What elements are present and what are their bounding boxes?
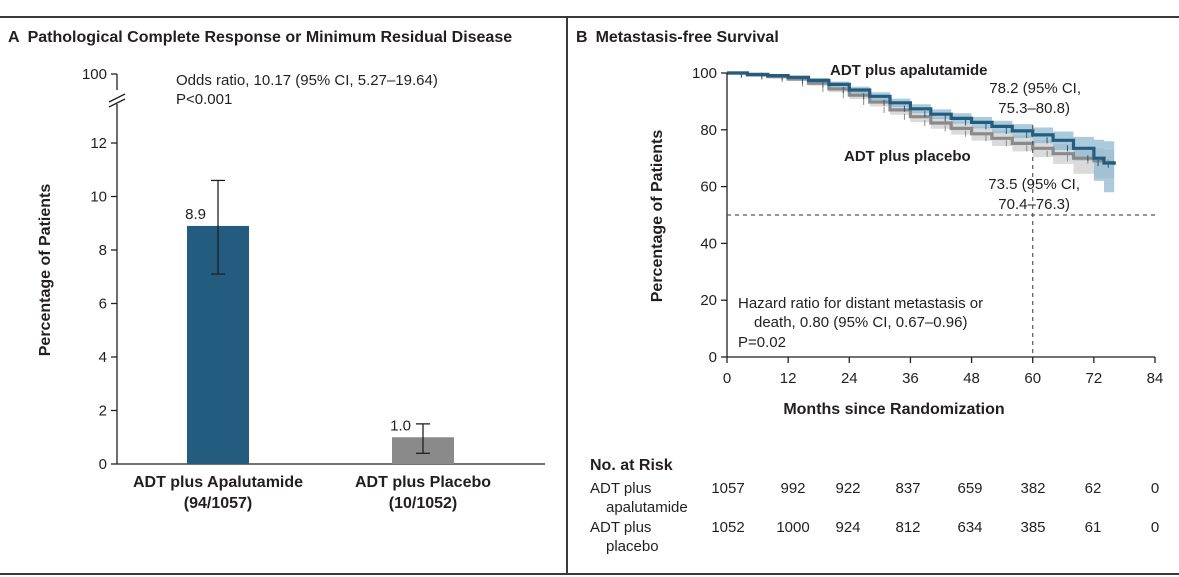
risk-count-cell: 922 <box>835 480 860 497</box>
risk-count-cell: 0 <box>1151 480 1159 497</box>
risk-count-cell: 0 <box>1151 519 1159 536</box>
ci-bands <box>727 73 1115 193</box>
risk-table-header: No. at Risk <box>590 457 673 474</box>
bar-value-label: 1.0 <box>390 417 411 434</box>
panel-a-y-tick-label: 8 <box>99 242 107 259</box>
panel-a-y-tick-label: 6 <box>99 296 107 313</box>
bottom-rule <box>0 573 1179 575</box>
risk-count-cell: 1052 <box>711 519 744 536</box>
risk-row-2-label-line2: placebo <box>606 538 659 555</box>
risk-row-1-label-line2: apalutamide <box>606 499 688 516</box>
panel-b-x-tick-label: 72 <box>1086 370 1103 387</box>
apalutamide-estimate-line2: 75.3–80.8) <box>998 100 1070 117</box>
placebo-estimate-line1: 73.5 (95% CI, <box>988 176 1080 193</box>
ci-band-placebo <box>727 73 1115 179</box>
hazard-ratio-line1: Hazard ratio for distant metastasis or <box>738 295 983 312</box>
panel-b-title: B Metastasis-free Survival <box>576 29 779 47</box>
odds-ratio-text: Odds ratio, 10.17 (95% CI, 5.27–19.64) <box>176 72 438 89</box>
top-rule <box>0 16 1179 18</box>
survival-line-placebo <box>727 71 1115 165</box>
panel-b-x-tick-label: 60 <box>1024 370 1041 387</box>
risk-count-cell: 634 <box>957 519 982 536</box>
category-label: ADT plus Apalutamide <box>133 474 303 491</box>
panel-b-x-tick-label: 48 <box>963 370 980 387</box>
category-count: (94/1057) <box>184 495 253 512</box>
panel-b-y-tick-label: 100 <box>692 65 717 82</box>
risk-count-cell: 62 <box>1085 480 1102 497</box>
panel-b-x-tick-label: 84 <box>1147 370 1164 387</box>
panel-b-y-tick-label: 0 <box>709 349 717 366</box>
panel-b-x-tick-label: 36 <box>902 370 919 387</box>
panel-a-bar-chart: Percentage of Patients 0 2 4 6 8 10 12 100 8.9 1… <box>37 66 545 512</box>
risk-count-cell: 992 <box>780 480 805 497</box>
panel-b-y-tick-label: 40 <box>700 235 717 252</box>
panel-a-category-labels: ADT plus Apalutamide (94/1057) ADT plus Pl… <box>133 474 491 512</box>
category-count: (10/1052) <box>389 495 458 512</box>
placebo-curve-label: ADT plus placebo <box>844 148 971 165</box>
risk-count-cell: 659 <box>957 480 982 497</box>
category-label: ADT plus Placebo <box>355 474 491 491</box>
risk-table-values: 1057 992 922 837 659 382 62 0 1052 1000 924 812 634 3… <box>711 480 1159 536</box>
panel-b-x-axis-label: Months since Randomization <box>783 401 1004 418</box>
apalutamide-estimate-line1: 78.2 (95% CI, <box>989 80 1081 97</box>
panel-b-letter: B <box>576 29 588 46</box>
panel-a-axes: 0 2 4 6 8 10 12 100 <box>82 66 545 473</box>
panel-b-x-tick-label: 24 <box>841 370 858 387</box>
panel-a-title: A Pathological Complete Response or Minim… <box>8 29 512 47</box>
panel-a-letter: A <box>8 29 20 46</box>
panel-b-y-tick-label: 80 <box>700 122 717 139</box>
panel-b-x-tick-label: 0 <box>723 370 731 387</box>
odds-ratio-p-value: P<0.001 <box>176 91 232 108</box>
risk-count-cell: 1000 <box>776 519 809 536</box>
risk-count-cell: 837 <box>895 480 920 497</box>
ci-band-apalutamide <box>727 73 1115 193</box>
panel-a-title-text: Pathological Complete Response or Minimu… <box>27 29 513 46</box>
panel-b-axes: 0 20 40 60 80 100 0 12 24 36 48 60 72 84 <box>692 65 1163 387</box>
panel-a-y-tick-label: 12 <box>90 135 107 152</box>
risk-count-cell: 812 <box>895 519 920 536</box>
panel-a-y-tick-label: 10 <box>90 189 107 206</box>
panel-a-y-tick-label: 2 <box>99 403 107 420</box>
hazard-ratio-line2: death, 0.80 (95% CI, 0.67–0.96) <box>754 314 967 331</box>
placebo-estimate-line2: 70.4–76.3) <box>998 196 1070 213</box>
panel-a-y-axis-label: Percentage of Patients <box>37 184 54 357</box>
risk-row-1-label-line1: ADT plus <box>590 480 651 497</box>
panel-divider <box>566 18 568 573</box>
panel-b-y-tick-label: 60 <box>700 179 717 196</box>
hazard-ratio-p-value: P=0.02 <box>738 334 786 351</box>
axis-break-mark <box>108 93 126 103</box>
risk-count-cell: 385 <box>1020 519 1045 536</box>
panel-b-title-text: Metastasis-free Survival <box>595 29 779 46</box>
axis-break-mark <box>108 98 126 108</box>
survival-curves <box>727 71 1116 168</box>
panel-b-x-tick-label: 12 <box>780 370 797 387</box>
risk-count-cell: 924 <box>835 519 860 536</box>
risk-count-cell: 1057 <box>711 480 744 497</box>
panel-a-y-tick-label: 4 <box>99 349 107 366</box>
panel-b-y-tick-label: 20 <box>700 292 717 309</box>
risk-count-cell: 382 <box>1020 480 1045 497</box>
bar-value-label: 8.9 <box>185 206 206 223</box>
survival-line-apalutamide <box>727 71 1116 165</box>
risk-count-cell: 61 <box>1085 519 1102 536</box>
panel-a-bars: 8.9 1.0 <box>185 179 454 464</box>
risk-row-2-label-line1: ADT plus <box>590 519 651 536</box>
panel-a-y-tick-label-top: 100 <box>82 66 107 83</box>
panel-b-y-axis-label: Percentage of Patients <box>649 130 666 303</box>
apalutamide-curve-label: ADT plus apalutamide <box>830 62 988 79</box>
panel-a-y-tick-label: 0 <box>99 456 107 473</box>
